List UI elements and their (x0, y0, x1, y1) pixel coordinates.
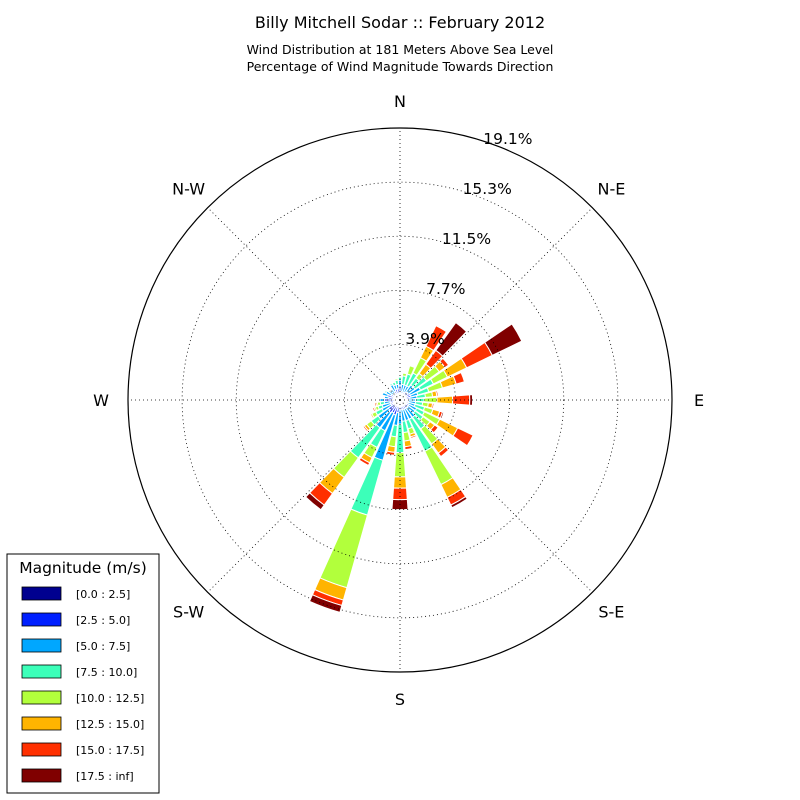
legend-label-5: [12.5 : 15.0] (76, 718, 144, 731)
bar-segment-80-bin-6 (435, 389, 439, 397)
chart-subtitle-line-2: Percentage of Wind Magnitude Towards Dir… (247, 59, 554, 74)
bar-segment-160-bin-6 (409, 434, 418, 439)
bar-segment-330-bin-3 (388, 382, 394, 387)
bar-segment-100-bin-6 (431, 402, 435, 409)
legend-label-1: [2.5 : 5.0] (76, 614, 130, 627)
bar-segment-90-bin-7 (469, 394, 474, 406)
legend-label-7: [17.5 : inf] (76, 770, 134, 783)
grid-spoke-s-e (399, 399, 593, 593)
bar-segment-250-bin-6 (371, 406, 376, 413)
bar-segment-200-bin-7 (308, 594, 343, 614)
direction-label-n-e: N-E (597, 180, 625, 199)
legend-swatch-3 (21, 664, 62, 679)
legend-label-6: [15.0 : 17.5] (76, 744, 144, 757)
bar-segment-0-bin-3 (397, 376, 403, 381)
legend-swatch-1 (21, 612, 62, 627)
legend-entries: [0.0 : 2.5] [2.5 : 5.0] [5.0 : 7.5] [7.5 : … (21, 586, 144, 783)
grid-ring-0 (344, 344, 456, 456)
bar-segment-110-bin-7 (439, 411, 445, 420)
bar-segment-270-bin-2 (379, 398, 385, 402)
grid-spoke-n-e (399, 207, 593, 401)
direction-label-n-w: N-W (172, 180, 205, 199)
legend-title: Magnitude (m/s) (19, 559, 147, 577)
bar-segment-200-bin-4 (319, 508, 369, 589)
bar-segment-60-bin-7 (484, 323, 523, 357)
polar-frame (127, 127, 673, 673)
bar-segment-30-bin-6 (425, 324, 448, 352)
bar-segment-130-bin-6 (429, 424, 439, 434)
ring-label-2: 11.5% (442, 230, 491, 248)
bar-segment-300-bin-3 (383, 389, 388, 394)
bar-segment-180-bin-6 (392, 487, 408, 501)
legend-label-0: [0.0 : 2.5] (76, 588, 130, 601)
bar-segment-120-bin-6 (452, 427, 474, 447)
bar-segment-150-bin-7 (450, 495, 468, 509)
legend-swatch-0 (21, 586, 62, 601)
bar-segment-10-bin-4 (401, 372, 408, 378)
ring-label-3: 15.3% (463, 180, 512, 198)
bar-segment-140-bin-6 (437, 446, 450, 458)
bar-segment-0-bin-2 (398, 379, 402, 387)
bar-segment-210-bin-6 (358, 457, 371, 467)
ring-label-1: 7.7% (426, 280, 465, 298)
windrose-bars (304, 321, 523, 614)
direction-label-s: S (395, 690, 405, 709)
ring-label-4: 19.1% (483, 130, 532, 148)
chart-subtitle-line-1: Wind Distribution at 181 Meters Above Se… (247, 42, 554, 57)
bar-segment-220-bin-7 (304, 492, 325, 511)
bar-segment-20-bin-4 (406, 365, 416, 376)
bar-segment-180-bin-5 (392, 476, 408, 489)
legend-label-2: [5.0 : 7.5] (76, 640, 130, 653)
bar-segment-200-bin-3 (350, 456, 384, 516)
direction-labels: N N-E E S-E S S-W W N-W (93, 92, 704, 709)
bar-segment-170-bin-6 (404, 444, 413, 451)
legend-swatch-5 (21, 716, 62, 731)
direction-label-s-w: S-W (173, 602, 204, 621)
legend-swatch-2 (21, 638, 62, 653)
bar-segment-350-bin-4 (394, 378, 399, 382)
bar-segment-340-bin-3 (391, 381, 397, 387)
bar-segment-260-bin-6 (373, 401, 378, 407)
ring-labels: 3.9% 7.7% 11.5% 15.3% 19.1% (405, 130, 532, 348)
legend-label-3: [7.5 : 10.0] (76, 666, 137, 679)
grid-spoke-n-w (207, 207, 401, 401)
polar-grid (128, 128, 672, 672)
direction-label-s-e: S-E (598, 602, 624, 621)
legend-label-4: [10.0 : 12.5] (76, 692, 144, 705)
direction-label-n: N (394, 92, 406, 111)
direction-label-e: E (694, 391, 704, 410)
legend-swatch-7 (21, 768, 62, 783)
legend-swatch-6 (21, 742, 62, 757)
bar-segment-40-bin-7 (435, 321, 468, 357)
legend: Magnitude (m/s) [0.0 : 2.5] [2.5 : 5.0] [5… (6, 553, 160, 794)
bar-segment-290-bin-2 (381, 391, 389, 398)
grid-ring-3 (181, 181, 619, 619)
direction-label-w: W (93, 391, 109, 410)
bar-segment-310-bin-3 (387, 389, 392, 394)
bar-segment-230-bin-6 (362, 425, 370, 433)
ring-label-0: 3.9% (405, 330, 444, 348)
bar-segment-240-bin-5 (369, 412, 375, 420)
bar-segment-90-bin-4 (423, 396, 438, 404)
grid-ring-1 (289, 289, 511, 511)
grid-ring-2 (235, 235, 565, 565)
chart-title: Billy Mitchell Sodar :: February 2012 (255, 13, 545, 32)
legend-swatch-4 (21, 690, 62, 705)
bar-segment-70-bin-6 (452, 371, 466, 385)
